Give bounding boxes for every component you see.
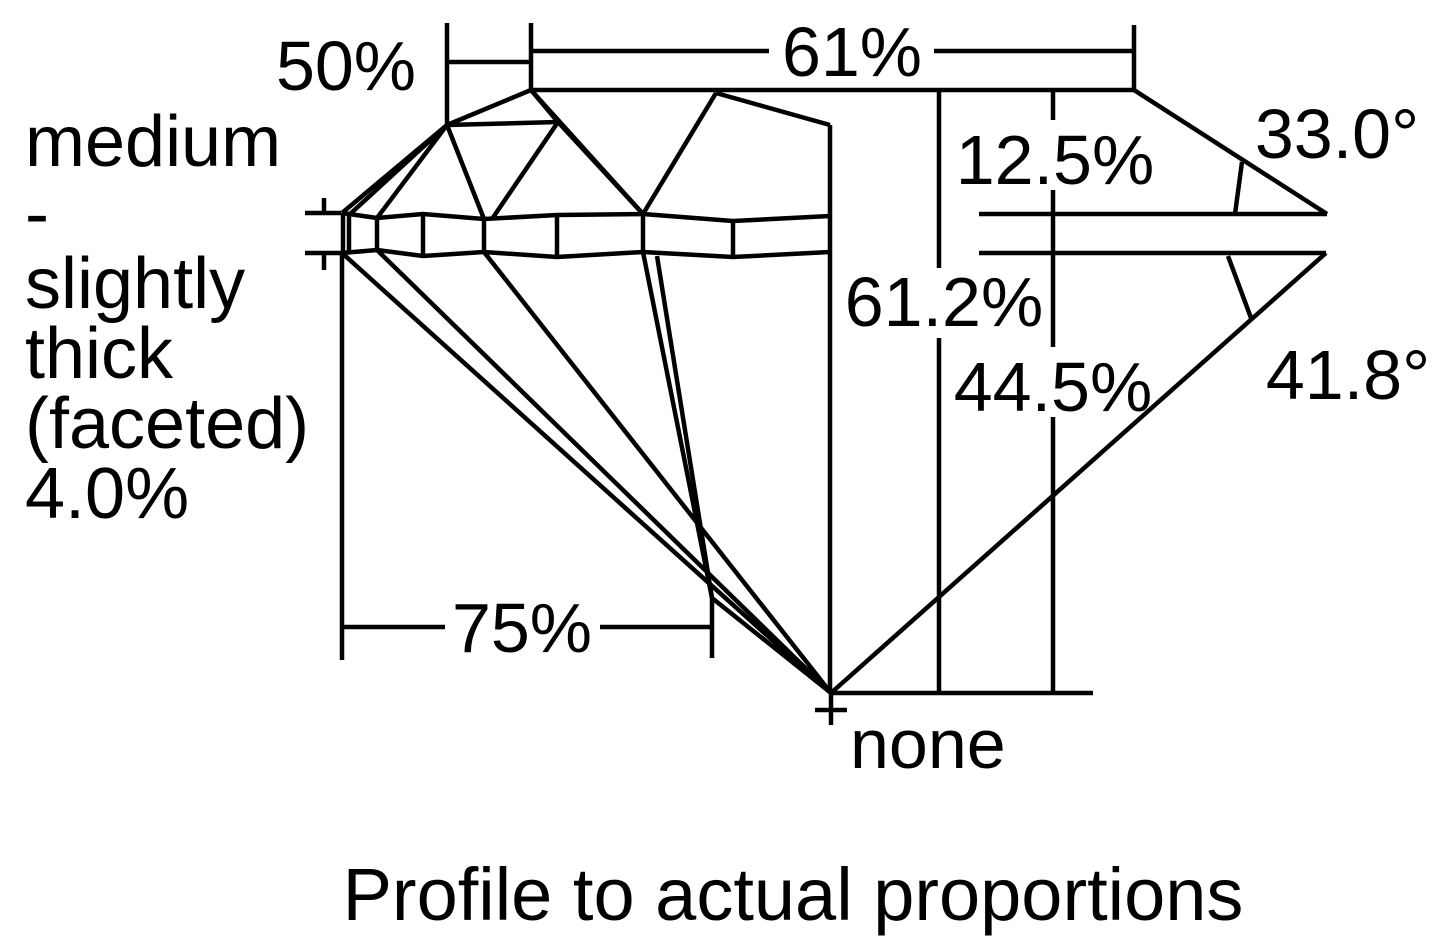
diagram-ink: [305, 23, 1329, 725]
lower-girdle-dim: [339, 253, 715, 660]
pavilion-angle-label: 41.8°: [1266, 336, 1430, 414]
girdle-top-tick: [305, 198, 341, 216]
girdle-bottom-tick: [305, 250, 341, 270]
girdle-thickness-line-3: slightly: [25, 244, 245, 324]
star-length-label: 50%: [276, 27, 416, 105]
culet-label: none: [850, 705, 1006, 783]
girdle-thickness-line-6: 4.0%: [25, 454, 189, 534]
girdle-thickness-line-1: medium: [25, 102, 281, 182]
pavilion-angle-tick: [1225, 255, 1254, 319]
total-depth-label: 61.2%: [845, 263, 1043, 341]
table-size-dim: [531, 25, 1137, 90]
diagram-title: Profile to actual proportions: [343, 853, 1244, 936]
girdle-thickness-line-2: -: [25, 174, 49, 254]
girdle-bottom-line: [341, 247, 831, 260]
angle-reference-lines: [979, 161, 1327, 319]
girdle-top-line: [341, 210, 831, 224]
girdle-thickness-label: medium - slightly thick (faceted) 4.0%: [25, 102, 309, 534]
girdle-band: [340, 210, 831, 260]
table-size-label: 61%: [782, 13, 922, 91]
crown-right-outline: [1132, 88, 1329, 216]
crown-angle-tick: [1232, 161, 1245, 215]
pavilion-depth-label: 44.5%: [954, 348, 1152, 426]
crown-angle-label: 33.0°: [1255, 95, 1419, 173]
diamond-outline: [340, 87, 1329, 695]
dimension-lines: [305, 23, 1137, 725]
lower-girdle-label: 75%: [452, 589, 592, 667]
culet-cross: [815, 693, 847, 725]
pavilion-facet-lines: [340, 248, 833, 695]
diagram-labels: 50% 61% 12.5% 33.0° 61.2% 44.5% 41.8° 75…: [25, 13, 1430, 936]
girdle-thickness-line-4: thick: [25, 314, 174, 394]
pavilion-right-outline: [829, 251, 1328, 695]
crown-height-label: 12.5%: [956, 121, 1154, 199]
star-length-dim: [444, 23, 534, 125]
crown-facet-lines: [347, 88, 833, 693]
girdle-thickness-line-5: (faceted): [25, 384, 309, 464]
